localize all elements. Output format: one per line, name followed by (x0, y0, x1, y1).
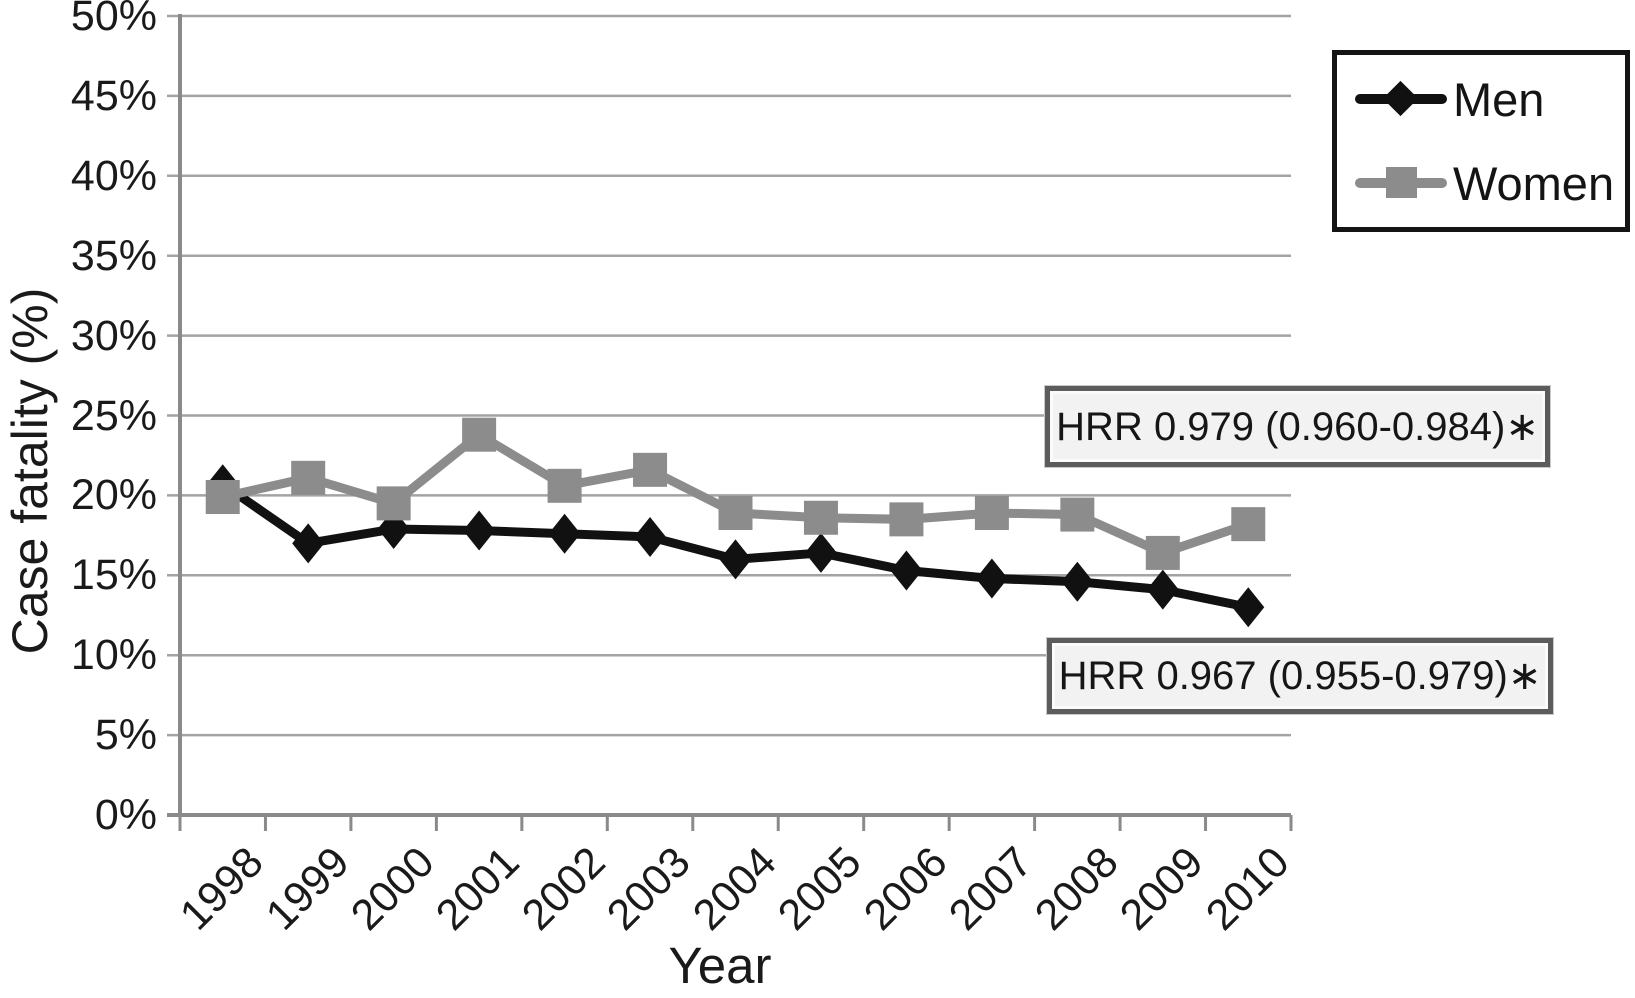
y-tick-label: 20% (70, 471, 157, 520)
annotation-hrr-men: HRR 0.967 (0.955-0.979)∗ (1047, 638, 1553, 714)
annotation-hrr-women: HRR 0.979 (0.960-0.984)∗ (1045, 386, 1550, 467)
y-tick-label: 25% (70, 391, 157, 440)
legend-item-men: Men (1355, 71, 1625, 127)
y-tick-label: 5% (94, 711, 157, 760)
diamond-marker-icon (1382, 80, 1419, 117)
y-tick-label: 45% (70, 71, 157, 120)
legend-label-women: Women (1453, 156, 1615, 210)
square-marker-icon (1386, 167, 1417, 198)
y-tick-label: 50% (70, 0, 157, 40)
legend-label-men: Men (1453, 72, 1545, 126)
y-axis-title: Case fatality (%) (2, 287, 58, 655)
y-tick-label: 10% (70, 631, 157, 680)
men-line-marker-icon (1355, 80, 1447, 117)
women-line-marker-icon (1355, 167, 1447, 198)
y-tick-label: 15% (70, 551, 157, 600)
y-tick-label: 0% (94, 791, 157, 839)
y-tick-label: 35% (70, 231, 157, 280)
x-axis-title: Year (668, 937, 772, 994)
y-tick-label: 30% (70, 311, 157, 360)
legend: Men Women (1332, 50, 1630, 232)
y-tick-label: 40% (70, 151, 157, 200)
legend-item-women: Women (1355, 155, 1625, 211)
